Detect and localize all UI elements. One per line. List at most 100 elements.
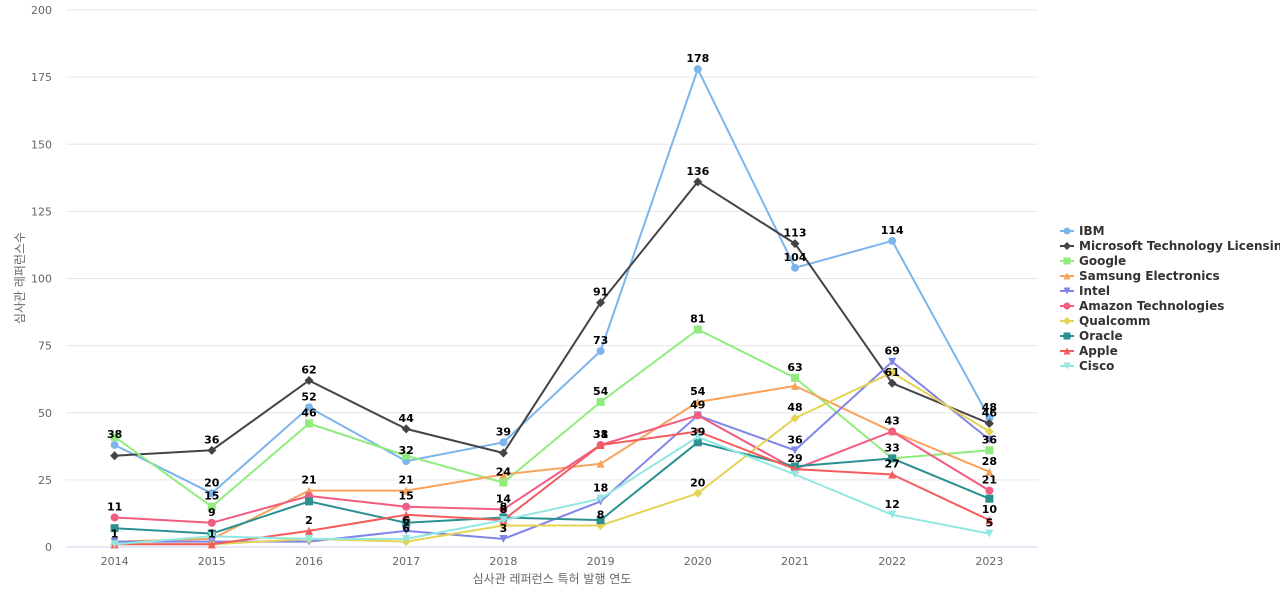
data-point[interactable] (498, 448, 508, 458)
legend-item[interactable]: Cisco (1060, 359, 1114, 373)
data-point[interactable] (305, 403, 313, 412)
data-point[interactable] (596, 459, 605, 468)
data-point[interactable] (402, 486, 411, 495)
data-point[interactable] (985, 414, 994, 423)
data-point[interactable] (693, 177, 703, 187)
data-point[interactable] (790, 413, 800, 423)
data-point[interactable] (791, 263, 799, 272)
data-point[interactable] (207, 540, 216, 549)
data-point[interactable] (693, 432, 702, 441)
legend-symbol[interactable] (1063, 272, 1071, 280)
legend-item[interactable]: Apple (1060, 344, 1118, 358)
data-point[interactable] (693, 411, 702, 420)
data-point[interactable] (984, 418, 994, 428)
data-point[interactable] (888, 427, 897, 436)
legend-label: IBM (1079, 224, 1105, 238)
data-point[interactable] (207, 502, 216, 511)
data-point[interactable] (596, 494, 605, 503)
data-point[interactable] (596, 516, 605, 525)
legend-item[interactable]: Samsung Electronics (1060, 269, 1220, 283)
data-point[interactable] (985, 446, 994, 455)
data-point[interactable] (305, 497, 313, 506)
data-point[interactable] (402, 510, 411, 519)
legend-item[interactable]: Amazon Technologies (1060, 299, 1224, 313)
data-point[interactable] (207, 518, 216, 527)
series-line (114, 371, 990, 546)
data-point[interactable] (596, 346, 605, 355)
data-point[interactable] (110, 432, 119, 441)
data-point[interactable] (985, 467, 994, 476)
legend-symbol[interactable] (1063, 227, 1071, 235)
data-point[interactable] (499, 534, 508, 543)
legend-symbol[interactable] (1063, 332, 1071, 340)
data-point[interactable] (402, 526, 411, 535)
data-point[interactable] (305, 534, 313, 543)
data-point[interactable] (110, 451, 120, 461)
data-point[interactable] (110, 524, 119, 533)
data-point[interactable] (887, 378, 897, 388)
data-point[interactable] (305, 526, 313, 535)
data-point[interactable] (596, 398, 605, 407)
legend-symbol[interactable] (1063, 347, 1071, 355)
data-point[interactable] (402, 451, 411, 460)
legend-symbol[interactable] (1063, 287, 1071, 295)
data-point[interactable] (499, 478, 508, 487)
data-point[interactable] (888, 454, 897, 463)
legend-symbol[interactable] (1063, 317, 1071, 325)
data-point[interactable] (207, 445, 217, 455)
legend-item[interactable]: Microsoft Technology Licensing (1060, 239, 1280, 253)
data-point[interactable] (888, 510, 897, 519)
data-point[interactable] (207, 532, 216, 541)
legend-symbol[interactable] (1063, 362, 1071, 370)
data-point[interactable] (984, 427, 994, 437)
data-point[interactable] (693, 65, 702, 74)
legend-item[interactable]: Qualcomm (1060, 314, 1150, 328)
legend-item[interactable]: Google (1060, 254, 1126, 268)
data-label: 46 (301, 406, 317, 419)
data-point[interactable] (110, 513, 119, 522)
data-point[interactable] (693, 398, 702, 407)
data-point[interactable] (790, 239, 800, 249)
data-label: 52 (301, 390, 316, 403)
data-point[interactable] (596, 298, 606, 308)
data-point[interactable] (888, 357, 897, 366)
data-point[interactable] (985, 494, 994, 503)
legend-item[interactable]: Intel (1060, 284, 1110, 298)
data-point[interactable] (499, 516, 508, 525)
legend-item[interactable]: IBM (1060, 224, 1105, 238)
legend-symbol[interactable] (1063, 257, 1071, 265)
legend-label: Samsung Electronics (1079, 269, 1220, 283)
data-point[interactable] (791, 470, 799, 479)
data-point[interactable] (985, 486, 994, 495)
data-label: 8 (500, 503, 508, 516)
data-point[interactable] (985, 516, 994, 525)
data-point[interactable] (693, 325, 702, 334)
data-point[interactable] (402, 534, 411, 543)
data-point[interactable] (207, 489, 216, 498)
legend-item[interactable]: Oracle (1060, 329, 1123, 343)
data-point[interactable] (402, 502, 411, 511)
data-point[interactable] (402, 518, 411, 527)
data-point[interactable] (499, 438, 508, 447)
data-point[interactable] (110, 540, 119, 549)
data-point[interactable] (305, 419, 313, 428)
data-point[interactable] (693, 438, 702, 447)
data-point[interactable] (110, 440, 119, 449)
data-point[interactable] (693, 488, 703, 498)
data-point[interactable] (888, 470, 897, 479)
data-point[interactable] (596, 440, 605, 449)
data-point[interactable] (401, 424, 411, 434)
data-point[interactable] (791, 373, 799, 382)
legend-symbol[interactable] (1063, 302, 1071, 310)
data-point[interactable] (499, 470, 508, 479)
data-point[interactable] (499, 505, 508, 514)
legend-symbol[interactable] (1063, 242, 1071, 250)
data-point[interactable] (304, 376, 314, 386)
data-point[interactable] (791, 381, 799, 390)
data-point[interactable] (985, 435, 994, 444)
data-point[interactable] (791, 446, 799, 455)
data-point[interactable] (888, 236, 897, 245)
data-point[interactable] (985, 529, 994, 538)
data-point[interactable] (887, 367, 897, 377)
